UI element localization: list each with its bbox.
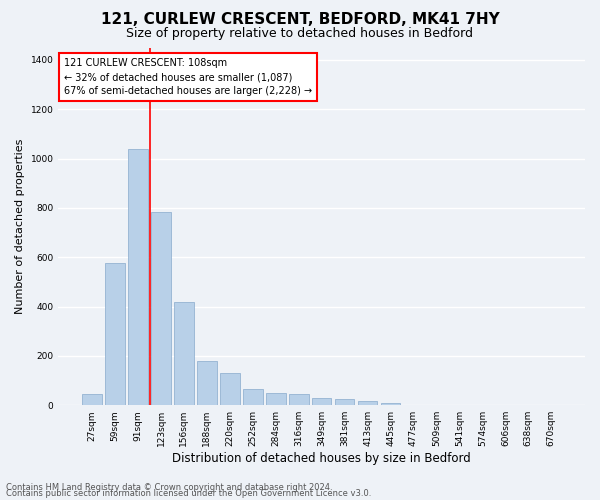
Bar <box>243 389 263 405</box>
X-axis label: Distribution of detached houses by size in Bedford: Distribution of detached houses by size … <box>172 452 471 465</box>
Bar <box>266 393 286 405</box>
Bar <box>82 394 102 405</box>
Bar <box>106 264 125 405</box>
Bar <box>358 401 377 405</box>
Y-axis label: Number of detached properties: Number of detached properties <box>15 138 25 314</box>
Bar <box>151 212 171 405</box>
Bar <box>312 398 331 405</box>
Text: Contains HM Land Registry data © Crown copyright and database right 2024.: Contains HM Land Registry data © Crown c… <box>6 484 332 492</box>
Bar <box>128 148 148 405</box>
Bar <box>220 373 239 405</box>
Bar <box>381 402 400 405</box>
Bar <box>174 302 194 405</box>
Text: Contains public sector information licensed under the Open Government Licence v3: Contains public sector information licen… <box>6 490 371 498</box>
Text: Size of property relative to detached houses in Bedford: Size of property relative to detached ho… <box>127 28 473 40</box>
Bar <box>197 361 217 405</box>
Bar <box>335 399 355 405</box>
Text: 121, CURLEW CRESCENT, BEDFORD, MK41 7HY: 121, CURLEW CRESCENT, BEDFORD, MK41 7HY <box>101 12 499 28</box>
Bar <box>289 394 308 405</box>
Text: 121 CURLEW CRESCENT: 108sqm
← 32% of detached houses are smaller (1,087)
67% of : 121 CURLEW CRESCENT: 108sqm ← 32% of det… <box>64 58 312 96</box>
